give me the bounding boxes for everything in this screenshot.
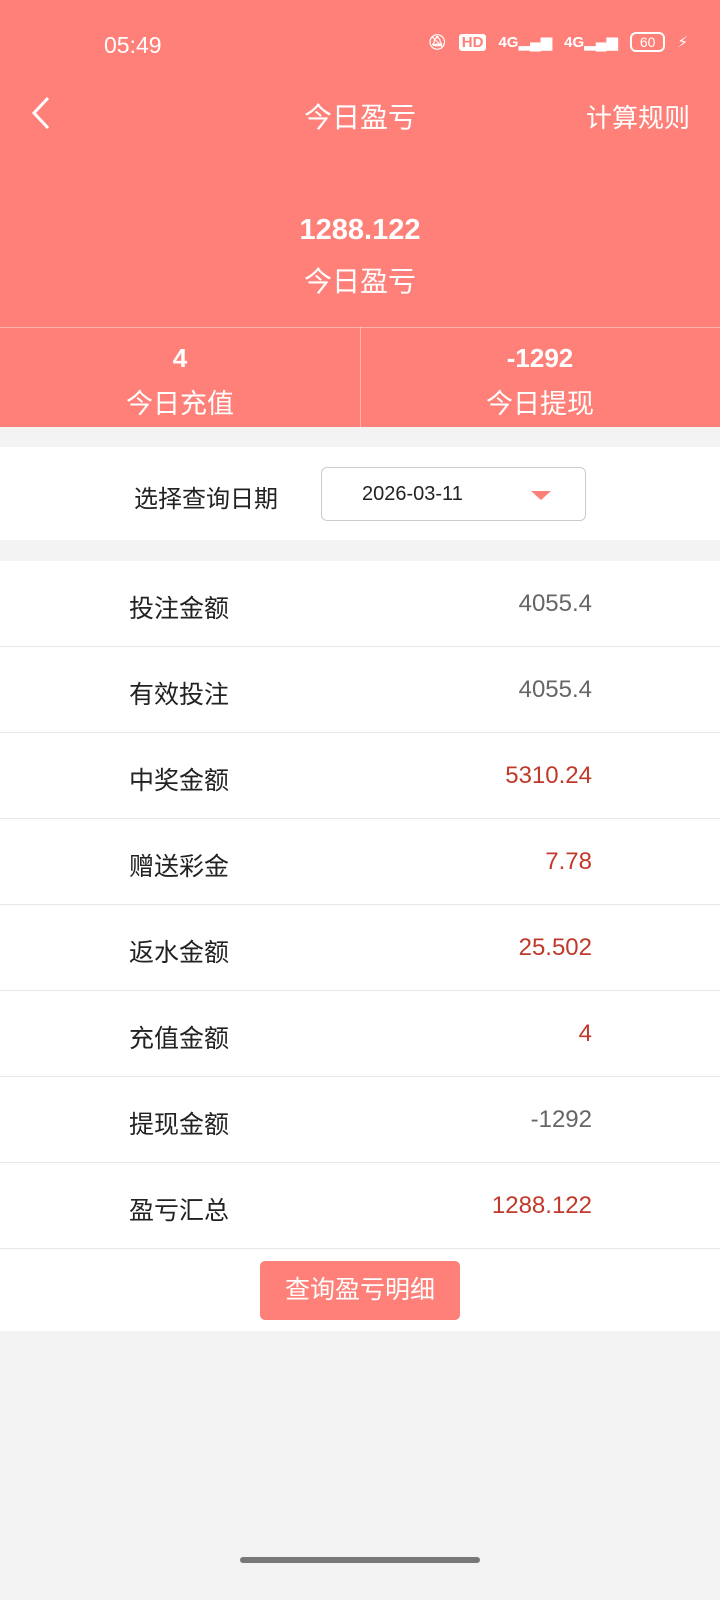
stat-value: -1292 [506, 343, 574, 373]
row-value: 7.78 [545, 848, 592, 875]
page-title: 今日盈亏 [303, 102, 416, 133]
row-value: 5310.24 [505, 762, 592, 789]
table-row: 有效投注 4055.4 [0, 647, 720, 733]
row-value: 4055.4 [518, 676, 592, 703]
stat-value: 4 [172, 343, 188, 373]
query-details-button[interactable]: 查询盈亏明细 [260, 1261, 460, 1320]
row-value: 1288.122 [491, 1192, 592, 1219]
row-label: 提现金额 [129, 1111, 230, 1139]
button-area: 查询盈亏明细 [0, 1249, 720, 1331]
row-label: 盈亏汇总 [129, 1197, 230, 1225]
table-row: 赠送彩金 7.78 [0, 819, 720, 905]
stat-label: 今日提现 [486, 389, 594, 419]
status-bar: 05:49 🔕︎ HD 4G▂▄▆ 4G▂▄▆ 60 ⚡︎ [0, 30, 720, 60]
row-value: 4 [578, 1020, 592, 1047]
divider [360, 327, 361, 427]
row-label: 赠送彩金 [129, 853, 230, 881]
caret-down-icon [531, 491, 551, 500]
divider [0, 327, 720, 328]
charging-icon: ⚡︎ [677, 34, 688, 51]
date-value: 2026-03-11 [362, 483, 463, 505]
today-profit-amount: 1288.122 [299, 214, 421, 246]
table-row: 充值金额 4 [0, 991, 720, 1077]
header: 05:49 🔕︎ HD 4G▂▄▆ 4G▂▄▆ 60 ⚡︎ 今日盈亏 计算规则 … [0, 0, 720, 427]
table-row: 返水金额 25.502 [0, 905, 720, 991]
network-label: 4G [564, 34, 585, 51]
date-select[interactable]: 2026-03-11 [321, 467, 586, 521]
back-icon[interactable] [28, 96, 58, 130]
bell-muted-icon: 🔕︎ [427, 34, 447, 51]
row-value: 25.502 [518, 934, 592, 961]
battery-icon: 60 [629, 32, 666, 52]
row-label: 中奖金额 [129, 767, 230, 795]
stat-recharge: 4 今日充值 [0, 327, 360, 427]
row-value: 4055.4 [518, 590, 592, 617]
table-row: 提现金额 -1292 [0, 1077, 720, 1163]
date-label: 选择查询日期 [134, 486, 278, 513]
signal-4g-icon: 4G▂▄▆ [564, 34, 618, 51]
today-profit-label: 今日盈亏 [303, 266, 416, 297]
signal-4g-icon: 4G▂▄▆ [498, 34, 553, 51]
row-value: -1292 [530, 1106, 592, 1133]
status-time: 05:49 [104, 32, 162, 58]
row-label: 充值金额 [129, 1025, 230, 1053]
table-row: 盈亏汇总 1288.122 [0, 1163, 720, 1249]
date-selector-row: 选择查询日期 2026-03-11 [0, 447, 720, 540]
hd-icon: HD [458, 33, 487, 51]
calculation-rules-link[interactable]: 计算规则 [585, 103, 690, 133]
row-label: 返水金额 [129, 939, 230, 967]
stat-withdraw: -1292 今日提现 [360, 327, 720, 427]
stat-label: 今日充值 [126, 389, 234, 419]
home-indicator[interactable] [240, 1557, 480, 1563]
summary-list: 投注金额 4055.4 有效投注 4055.4 中奖金额 5310.24 赠送彩金 7.78 返… [0, 561, 720, 1331]
row-label: 有效投注 [129, 681, 230, 709]
table-row: 投注金额 4055.4 [0, 561, 720, 647]
row-label: 投注金额 [129, 595, 230, 623]
table-row: 中奖金额 5310.24 [0, 733, 720, 819]
network-label: 4G [498, 34, 519, 51]
